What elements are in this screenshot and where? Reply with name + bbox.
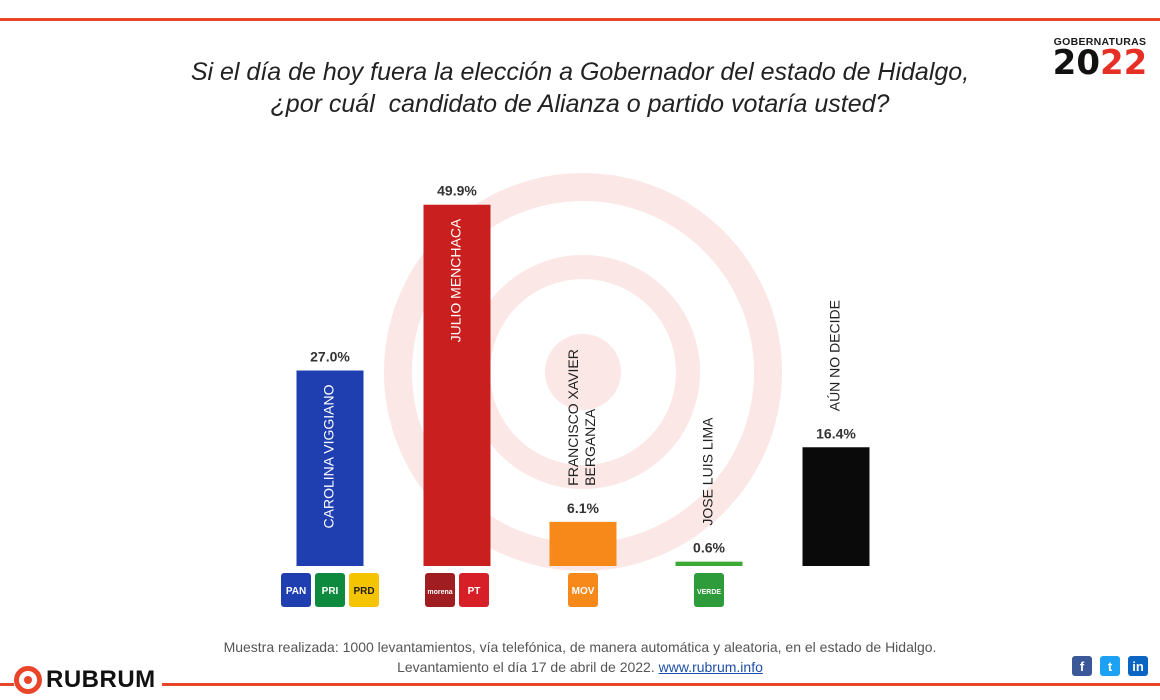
party-logo: [694, 573, 724, 607]
top-divider: [0, 18, 1160, 21]
category-label-line: FRANCISCO XAVIER: [565, 349, 581, 486]
bar-value-label: 49.9%: [437, 183, 477, 199]
badge-year: 2022: [1050, 46, 1150, 80]
party-logo-label: PRD: [353, 586, 374, 597]
party-logo: [568, 573, 598, 607]
party-logo-label: morena: [427, 589, 452, 596]
bar-category-label: JOSE LUIS LIMA: [700, 417, 716, 526]
badge-year-part-b: 22: [1100, 43, 1148, 83]
party-logo: [349, 573, 379, 607]
facebook-icon[interactable]: f: [1072, 656, 1092, 676]
social-links: f t in: [1072, 656, 1148, 676]
party-logo-label: PAN: [286, 586, 306, 597]
bar: [549, 521, 617, 566]
rubrum-logo-mark: [14, 666, 42, 694]
party-logo-label: MOV: [572, 586, 595, 597]
rubrum-link[interactable]: www.rubrum.info: [658, 659, 763, 675]
party-logo: [315, 573, 345, 607]
category-label-line: AÚN NO DECIDE: [827, 300, 843, 411]
badge-label: GOBERNATURAS: [1053, 36, 1147, 48]
category-label-line: BERGANZA: [582, 408, 598, 486]
party-logo-label: PT: [468, 586, 481, 597]
bar: [423, 204, 491, 566]
bar: [802, 447, 870, 566]
bar: [296, 370, 364, 566]
bottom-divider: [0, 683, 1160, 686]
category-label-line: CAROLINA VIGGIANO: [321, 384, 337, 528]
bar: [675, 561, 743, 566]
bar-value-label: 0.6%: [693, 540, 725, 556]
gobernaturas-badge: GOBERNATURAS 2022: [1050, 36, 1150, 80]
bar-category-label: CAROLINA VIGGIANO: [321, 384, 337, 528]
chart-question: Si el día de hoy fuera la elección a Gob…: [120, 56, 1040, 120]
footnote-date: Levantamiento el día 17 de abril de 2022…: [397, 659, 659, 675]
party-logo-label: PRI: [322, 586, 339, 597]
party-logo: [425, 573, 455, 607]
bar-category-label: JULIO MENCHACA: [448, 218, 464, 342]
category-label-line: JULIO MENCHACA: [448, 218, 464, 342]
bar-value-label: 6.1%: [567, 500, 599, 516]
linkedin-icon[interactable]: in: [1128, 656, 1148, 676]
footnote: Muestra realizada: 1000 levantamientos, …: [130, 637, 1030, 677]
footnote-line-1: Muestra realizada: 1000 levantamientos, …: [223, 639, 937, 655]
bar-value-label: 16.4%: [816, 425, 856, 441]
category-label-line: JOSE LUIS LIMA: [700, 417, 716, 526]
badge-year-part-a: 20: [1052, 43, 1100, 83]
party-logo-label: VERDE: [697, 589, 721, 596]
bar-value-label: 27.0%: [310, 349, 350, 365]
rubrum-logo-text: RUBRUM: [46, 666, 156, 693]
party-logo: [281, 573, 311, 607]
twitter-icon[interactable]: t: [1100, 656, 1120, 676]
bar-category-label: AÚN NO DECIDE: [827, 300, 843, 411]
party-logo: [459, 573, 489, 607]
question-line-2: ¿por cuál candidato de Alianza o partido…: [270, 90, 890, 118]
footnote-line-2: Levantamiento el día 17 de abril de 2022…: [130, 657, 1030, 677]
bar-category-label: FRANCISCO XAVIER BERGANZA: [565, 349, 598, 486]
rubrum-logo: RUBRUM: [14, 662, 162, 698]
question-line-1: Si el día de hoy fuera la elección a Gob…: [190, 58, 970, 86]
